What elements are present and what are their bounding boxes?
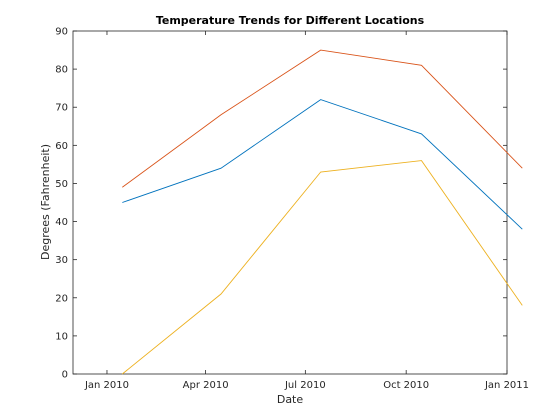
y-axis: 0 10 20 30 40 50 60 70 80 90 (55, 27, 507, 381)
axes-box (72, 30, 508, 375)
y-axis-label: Degrees (Fahrenheit) (39, 144, 52, 260)
x-tick-label: Jan 2010 (84, 380, 129, 391)
y-tick-label: 40 (55, 217, 68, 228)
y-tick-label: 60 (55, 141, 68, 152)
y-tick-label: 70 (55, 103, 68, 114)
x-tick-label: Oct 2010 (383, 380, 429, 391)
series-line-1 (122, 99, 523, 230)
y-tick-label: 20 (55, 293, 68, 304)
x-axis-label: Date (277, 393, 304, 406)
chart-title: Temperature Trends for Different Locatio… (156, 14, 425, 27)
y-tick-label: 0 (62, 370, 68, 381)
y-tick-label: 30 (55, 255, 68, 266)
y-tick-label: 50 (55, 179, 68, 190)
series-line-2 (122, 49, 523, 188)
y-tick-label: 90 (55, 27, 68, 38)
x-tick-label: Jan 2011 (484, 380, 529, 391)
x-axis: Jan 2010 Apr 2010 Jul 2010 Oct 2010 Jan 2011 (84, 31, 529, 391)
y-tick-label: 80 (55, 65, 68, 76)
plot-area: 0 10 20 30 40 50 60 70 80 90 Jan 2010 Apr 2010 Jul … (55, 27, 529, 392)
series-lines (122, 49, 523, 375)
x-tick-label: Jul 2010 (284, 380, 326, 391)
y-tick-label: 10 (55, 331, 68, 342)
series-line-3 (122, 160, 523, 375)
x-tick-label: Apr 2010 (183, 380, 229, 391)
